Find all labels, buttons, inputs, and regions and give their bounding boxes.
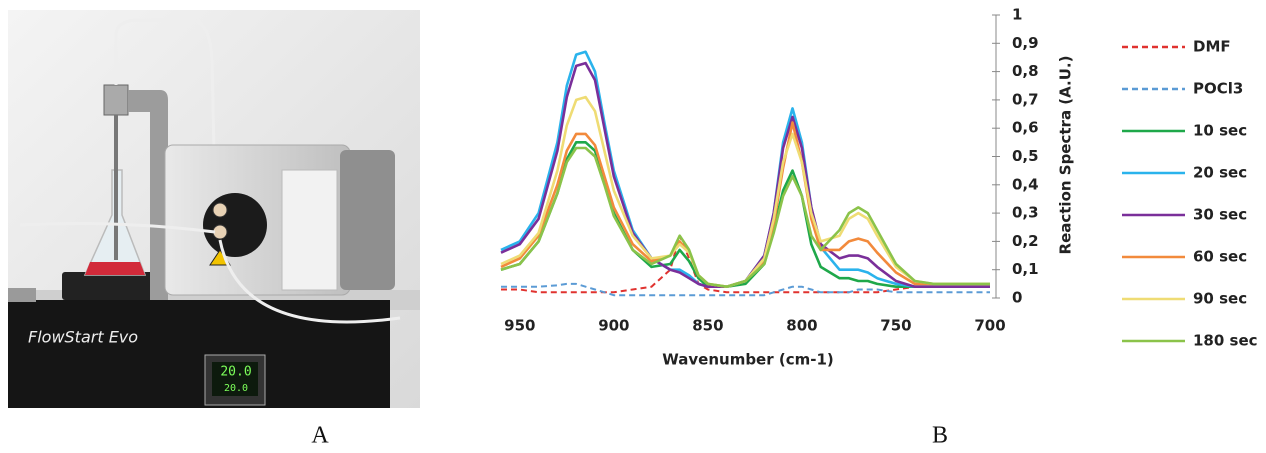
x-tick-label: 950	[504, 317, 535, 335]
y-tick-label: 1	[1012, 6, 1022, 24]
panel-label: B	[932, 423, 948, 449]
y-tick-label: 0,6	[1012, 119, 1039, 137]
legend-label: 30 sec	[1193, 206, 1247, 224]
y-tick-label: 0,3	[1012, 204, 1039, 222]
x-tick-label: 800	[786, 317, 817, 335]
panel-label: A	[311, 423, 329, 449]
legend-label: 10 sec	[1193, 122, 1247, 140]
legend-label: 20 sec	[1193, 164, 1247, 182]
display-value: 20.0	[224, 383, 248, 394]
y-axis-title: Reaction Spectra (A.U.)	[1057, 56, 1075, 255]
y-tick-label: 0,5	[1012, 147, 1039, 165]
photo: 20.0 20.0 FlowStart Evo	[8, 10, 420, 408]
legend-label: 180 sec	[1193, 332, 1258, 350]
y-tick-label: 0,2	[1012, 232, 1039, 250]
page: {"photo_panel": {"brand": "FlowStart Evo…	[0, 0, 1266, 449]
y-tick-label: 0,1	[1012, 260, 1039, 278]
series-line	[501, 142, 990, 286]
legend-label: 60 sec	[1193, 248, 1247, 266]
legend-label: 90 sec	[1193, 290, 1247, 308]
y-tick-label: 0,7	[1012, 90, 1039, 108]
series-line	[501, 52, 990, 287]
y-tick-label: 0	[1012, 289, 1022, 307]
x-tick-label: 700	[974, 317, 1005, 335]
display-value: 20.0	[220, 365, 251, 380]
y-tick-label: 0,8	[1012, 62, 1039, 80]
series-line	[501, 63, 990, 287]
legend-label: POCl3	[1193, 80, 1243, 98]
series-line	[501, 97, 990, 287]
series-line	[501, 148, 990, 287]
x-tick-label: 850	[692, 317, 723, 335]
x-axis-title: Wavenumber (cm-1)	[662, 351, 834, 369]
y-tick-label: 0,4	[1012, 175, 1039, 193]
x-tick-label: 750	[880, 317, 911, 335]
figure: 20.0 20.0 FlowStart Evo A B Wavenumber (…	[0, 0, 1266, 449]
y-tick-label: 0,9	[1012, 34, 1039, 52]
brand-label: FlowStart Evo	[28, 328, 138, 347]
legend-label: DMF	[1193, 38, 1231, 56]
x-tick-label: 900	[598, 317, 629, 335]
